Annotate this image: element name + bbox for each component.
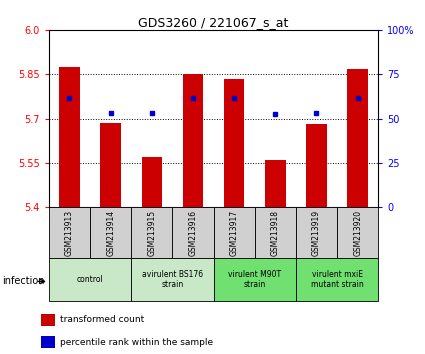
- Text: GSM213918: GSM213918: [271, 210, 280, 256]
- Text: transformed count: transformed count: [60, 315, 144, 325]
- Bar: [42, 336, 54, 348]
- Bar: [306, 125, 327, 207]
- Text: GSM213919: GSM213919: [312, 210, 321, 256]
- Bar: [224, 79, 244, 207]
- Bar: [213, 258, 296, 301]
- Title: GDS3260 / 221067_s_at: GDS3260 / 221067_s_at: [139, 16, 289, 29]
- Text: percentile rank within the sample: percentile rank within the sample: [60, 337, 213, 347]
- Text: GSM213915: GSM213915: [147, 210, 156, 256]
- Text: GSM213914: GSM213914: [106, 210, 115, 256]
- Bar: [347, 69, 368, 207]
- Text: control: control: [76, 275, 103, 284]
- Bar: [90, 207, 131, 258]
- Text: virulent M90T
strain: virulent M90T strain: [228, 270, 281, 289]
- Bar: [100, 123, 121, 207]
- Text: virulent mxiE
mutant strain: virulent mxiE mutant strain: [311, 270, 363, 289]
- Bar: [59, 67, 80, 207]
- Text: GSM213916: GSM213916: [188, 210, 198, 256]
- Bar: [255, 207, 296, 258]
- Text: GSM213917: GSM213917: [230, 210, 239, 256]
- Bar: [131, 207, 173, 258]
- Bar: [213, 207, 255, 258]
- Bar: [42, 314, 54, 326]
- Bar: [173, 207, 213, 258]
- Bar: [265, 160, 286, 207]
- Text: GSM213913: GSM213913: [65, 210, 74, 256]
- Bar: [142, 157, 162, 207]
- Bar: [49, 207, 90, 258]
- Bar: [183, 74, 203, 207]
- Text: GSM213920: GSM213920: [353, 210, 362, 256]
- Bar: [296, 258, 378, 301]
- Bar: [131, 258, 213, 301]
- Bar: [296, 207, 337, 258]
- Text: infection: infection: [2, 276, 45, 286]
- Bar: [337, 207, 378, 258]
- Text: avirulent BS176
strain: avirulent BS176 strain: [142, 270, 203, 289]
- Bar: [49, 258, 131, 301]
